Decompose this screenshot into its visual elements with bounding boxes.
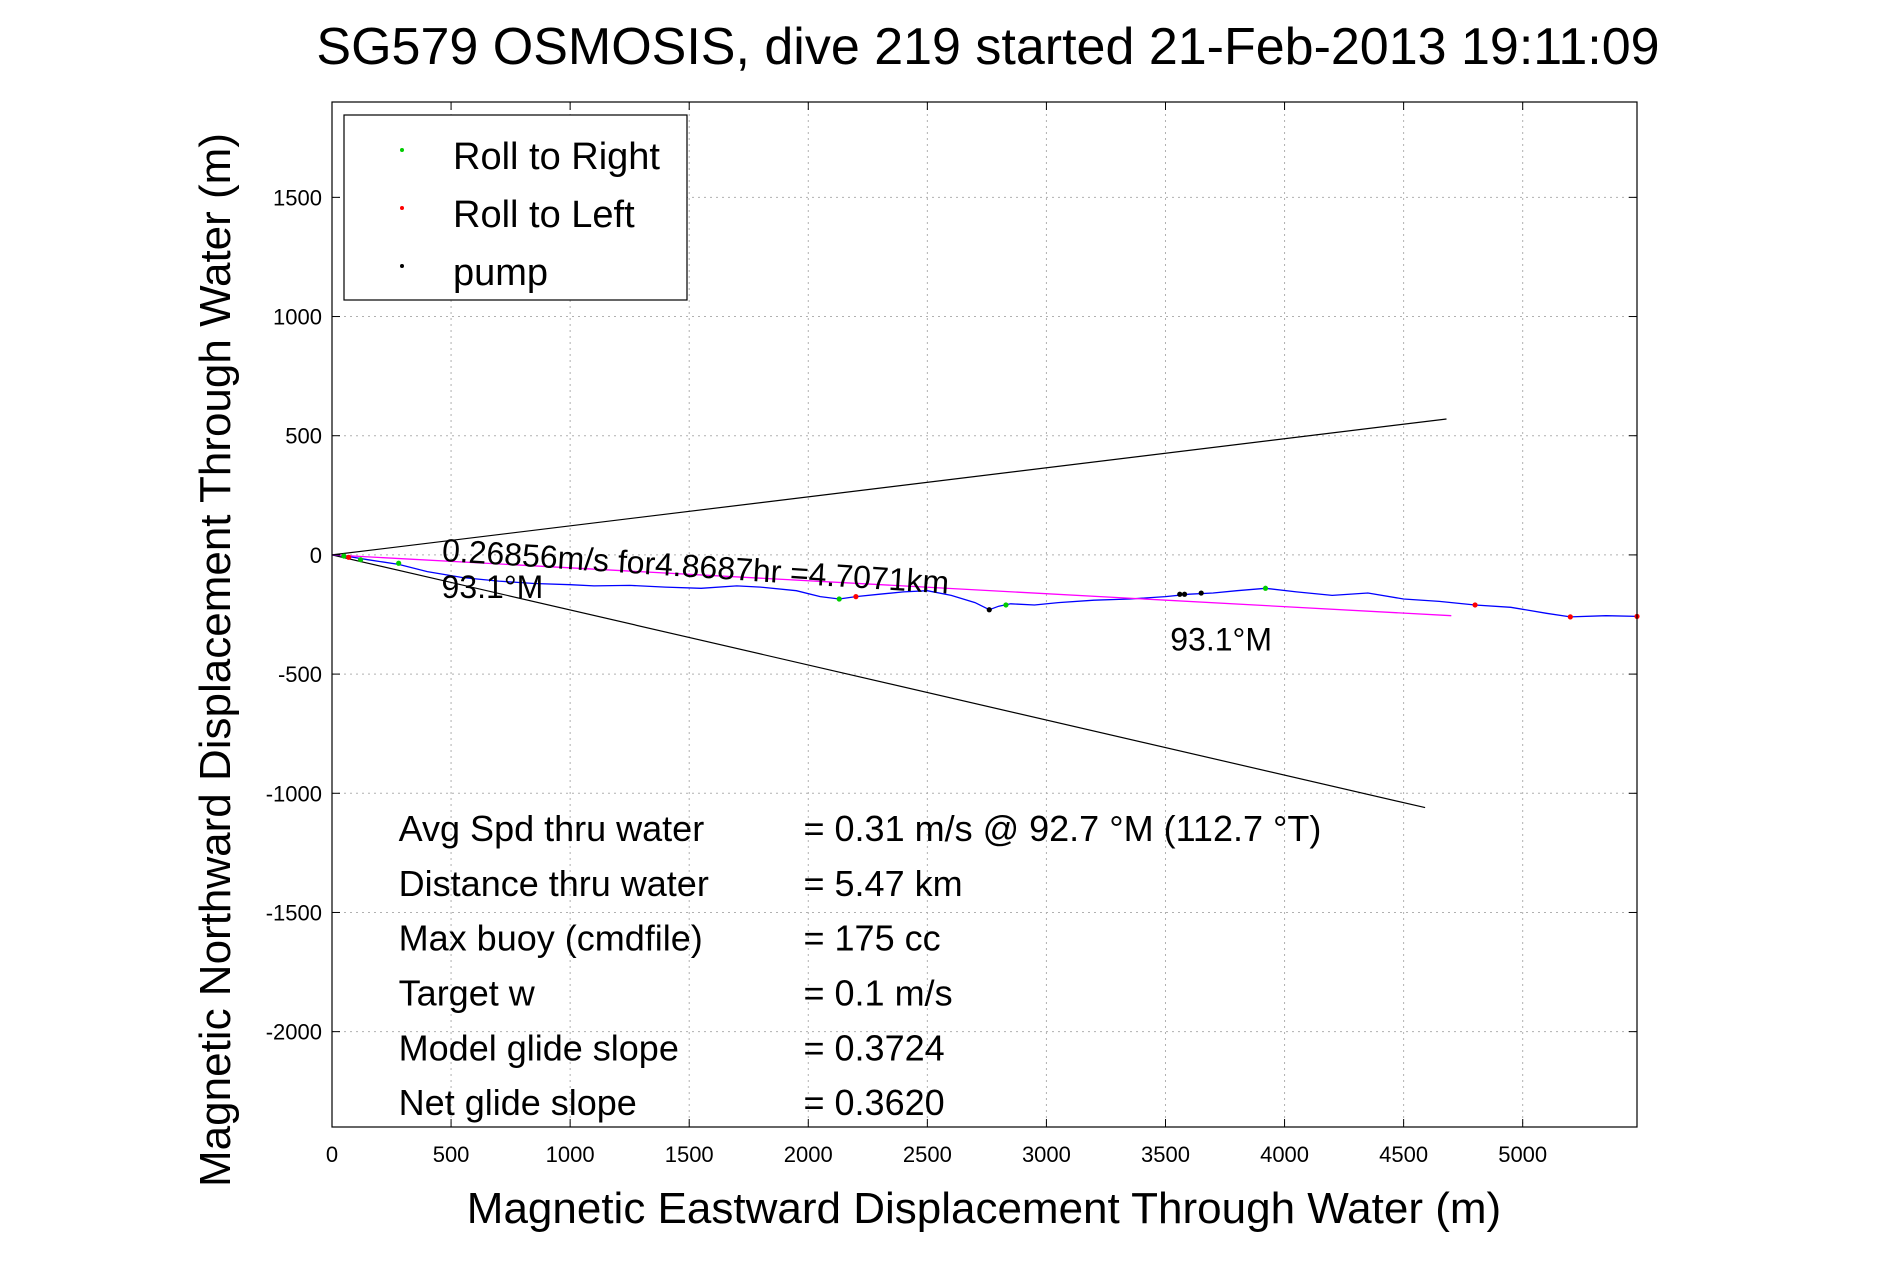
- annotation-text: 93.1°M: [1170, 621, 1272, 657]
- x-tick-label: 3000: [1022, 1142, 1071, 1167]
- lower-bound-line: [331, 554, 1426, 809]
- dive-track-line: [331, 554, 1638, 618]
- y-ticks: -2000 -1500 -1000 -500 0 500 1000 1500: [266, 185, 1637, 1045]
- stat-value: = 175 cc: [804, 918, 941, 959]
- roll-left-point: [1472, 602, 1478, 608]
- x-tick-label: 4000: [1260, 1142, 1309, 1167]
- x-tick-label: 2500: [903, 1142, 952, 1167]
- stat-label: Net glide slope: [399, 1082, 637, 1123]
- annotations: 0.26856m/s for4.8687hr =4.7071km93.1°M93…: [441, 532, 1272, 657]
- roll-right-point: [341, 553, 347, 559]
- roll-right-point: [1003, 602, 1009, 608]
- y-tick-label: 0: [310, 543, 322, 568]
- roll-left-point: [1567, 614, 1573, 620]
- stat-label: Avg Spd thru water: [399, 808, 705, 849]
- stat-value: = 0.3724: [804, 1027, 945, 1068]
- upper-bound-line: [331, 418, 1447, 556]
- x-tick-label: 5000: [1498, 1142, 1547, 1167]
- legend-marker-roll-right: [400, 148, 404, 152]
- legend-marker-roll-left: [400, 206, 404, 210]
- roll-right-point: [836, 596, 842, 602]
- roll-left-point: [853, 594, 859, 600]
- stat-value: = 0.3620: [804, 1082, 945, 1123]
- bound-lines: [331, 418, 1447, 809]
- x-tick-label: 2000: [784, 1142, 833, 1167]
- y-tick-label: 1000: [273, 305, 322, 330]
- roll-right-point: [357, 557, 364, 563]
- x-tick-label: 500: [433, 1142, 470, 1167]
- legend-label-pump: pump: [453, 252, 548, 294]
- stat-value: = 0.31 m/s @ 92.7 °M (112.7 °T): [804, 808, 1322, 849]
- stats-block: Avg Spd thru water = 0.31 m/s @ 92.7 °M (…: [399, 808, 1322, 1123]
- x-tick-label: 0: [326, 1142, 338, 1167]
- pump-point: [1198, 590, 1204, 596]
- pump-point: [986, 607, 992, 613]
- y-tick-label: -1500: [266, 900, 322, 925]
- annotation-text: 93.1°M: [442, 569, 544, 605]
- x-tick-label: 4500: [1379, 1142, 1428, 1167]
- roll-right-point: [1262, 585, 1269, 591]
- x-axis-label: Magnetic Eastward Displacement Through W…: [467, 1184, 1501, 1233]
- plot-frame: [331, 101, 1638, 1128]
- x-ticks: 0 500 1000 1500 2000 2500 3000 3500 4000 4500 5000: [326, 102, 1547, 1167]
- legend-label-roll-right: Roll to Right: [453, 136, 660, 178]
- x-tick-label: 1000: [546, 1142, 595, 1167]
- stat-label: Target w: [399, 972, 536, 1013]
- y-tick-label: -500: [278, 662, 322, 687]
- stat-label: Max buoy (cmdfile): [399, 918, 703, 959]
- marker-layer: [341, 553, 1640, 620]
- stat-label: Distance thru water: [399, 863, 709, 904]
- stat-label: Model glide slope: [399, 1027, 679, 1068]
- stat-value: = 5.47 km: [804, 863, 963, 904]
- y-tick-label: 1500: [273, 185, 322, 210]
- legend-label-roll-left: Roll to Left: [453, 194, 635, 236]
- x-tick-label: 1500: [665, 1142, 714, 1167]
- pump-point: [1181, 591, 1188, 597]
- series-layer: [331, 554, 1638, 618]
- y-tick-label: 500: [285, 424, 322, 449]
- roll-right-point: [396, 560, 402, 566]
- stat-value: = 0.1 m/s: [804, 972, 953, 1013]
- roll-left-point: [346, 554, 352, 560]
- chart-title: SG579 OSMOSIS, dive 219 started 21-Feb-2…: [316, 18, 1659, 76]
- x-tick-label: 3500: [1141, 1142, 1190, 1167]
- y-axis-label: Magnetic Northward Displacement Through …: [191, 133, 240, 1187]
- legend-marker-pump: [400, 264, 404, 268]
- y-tick-label: -1000: [266, 781, 322, 806]
- legend: Roll to Right Roll to Left pump: [343, 114, 688, 301]
- course-line: [331, 554, 1452, 617]
- y-tick-label: -2000: [266, 1020, 322, 1045]
- pump-point: [1177, 591, 1183, 597]
